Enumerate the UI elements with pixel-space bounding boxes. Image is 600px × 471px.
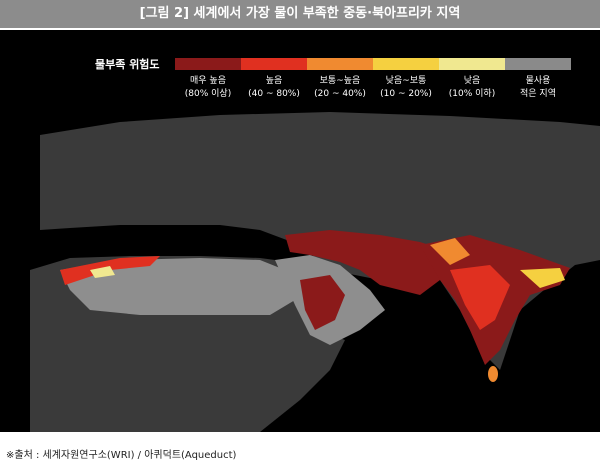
legend-title: 물부족 위험도 bbox=[95, 57, 160, 71]
legend-swatch bbox=[241, 58, 307, 70]
legend-swatch bbox=[439, 58, 505, 70]
legend-swatch bbox=[175, 58, 241, 70]
legend-label: (80% 이상) bbox=[185, 88, 231, 99]
coast-high bbox=[60, 256, 160, 285]
legend-label: (10% 이하) bbox=[449, 88, 495, 99]
legend-label: 높음 bbox=[266, 75, 283, 86]
map: 물부족 위험도 매우 높음 (80% 이상) 높음 (40 ~ 80%) 보통~높음 (2… bbox=[0, 30, 600, 432]
region-low-medium bbox=[520, 268, 565, 288]
legend-label: (20 ~ 40%) bbox=[314, 89, 366, 99]
legend-swatch bbox=[373, 58, 439, 70]
mediterranean-sea bbox=[70, 230, 300, 258]
legend-label: 물사용 bbox=[526, 75, 551, 86]
figure-title: [그림 2] 세계에서 가장 물이 부족한 중동·북아프리카 지역 bbox=[0, 0, 600, 28]
legend-label: 낮음~보통 bbox=[386, 75, 427, 86]
legend-label: (40 ~ 80%) bbox=[248, 89, 300, 99]
legend: 매우 높음 (80% 이상) 높음 (40 ~ 80%) 보통~높음 (20 ~ 40%)… bbox=[175, 58, 571, 99]
north-africa-low-use bbox=[60, 258, 295, 315]
middle-east-very-high bbox=[285, 230, 445, 295]
legend-label: 매우 높음 bbox=[190, 75, 226, 86]
legend-label: 낮음 bbox=[464, 75, 481, 86]
legend-swatch bbox=[505, 58, 571, 70]
legend-label: (10 ~ 20%) bbox=[380, 89, 432, 99]
sri-lanka bbox=[488, 366, 498, 382]
coast-low bbox=[90, 266, 115, 278]
source: ※출처 : 세계자원연구소(WRI) / 아퀴덕트(Aqueduct) bbox=[6, 450, 237, 461]
india-high bbox=[450, 265, 510, 330]
legend-label: 적은 지역 bbox=[520, 87, 556, 99]
arabia-very-high bbox=[300, 275, 345, 330]
region-medium-high bbox=[430, 238, 470, 265]
legend-swatch bbox=[307, 58, 373, 70]
legend-label: 보통~높음 bbox=[320, 75, 361, 86]
